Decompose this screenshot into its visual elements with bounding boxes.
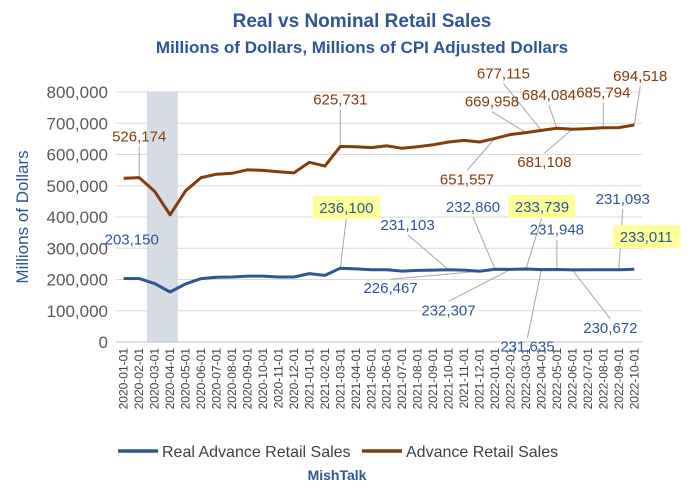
data-label: 231,948 — [530, 222, 584, 239]
chart-subtitle: Millions of Dollars, Millions of CPI Adj… — [156, 38, 568, 57]
x-tick-label: 2021-06-01 — [380, 348, 394, 410]
data-label: 236,100 — [319, 200, 373, 217]
data-label: 232,307 — [421, 302, 475, 319]
data-label: 625,731 — [313, 91, 367, 108]
x-tick-label: 2021-05-01 — [364, 348, 378, 410]
x-tick-label: 2021-01-01 — [302, 348, 316, 410]
leader-line — [525, 216, 543, 270]
x-tick-label: 2022-06-01 — [565, 348, 579, 410]
x-tick-label: 2022-03-01 — [519, 348, 533, 410]
x-tick-label: 2021-04-01 — [349, 348, 363, 410]
leader-line — [526, 269, 542, 338]
series-lines — [123, 123, 635, 294]
data-labels: 526,174 625,731 669,958 651,557 677,115 684,0… — [105, 65, 680, 356]
x-tick-label: 2022-05-01 — [550, 348, 564, 410]
label-highlight — [312, 196, 380, 220]
x-tick-label: 2020-06-01 — [194, 348, 208, 410]
y-tick-label: 100,000 — [47, 302, 108, 321]
x-tick-label: 2021-12-01 — [473, 348, 487, 410]
data-label: 231,103 — [381, 217, 435, 234]
data-label: 230,672 — [583, 320, 637, 337]
leader-line — [407, 234, 449, 271]
leader-line — [491, 111, 527, 134]
x-tick-label: 2020-11-01 — [271, 348, 285, 409]
x-tick-label: 2022-04-01 — [534, 348, 548, 410]
x-tick-label: 2021-11-01 — [457, 348, 471, 409]
data-label: 232,860 — [446, 199, 500, 216]
y-tick-label: 400,000 — [47, 208, 108, 227]
leader-line — [571, 269, 611, 320]
x-tick-label: 2021-10-01 — [442, 348, 456, 410]
data-label: 669,958 — [465, 94, 519, 111]
leader-line — [339, 218, 347, 269]
series-line-real — [123, 266, 635, 294]
x-tick-label: 2021-03-01 — [333, 348, 347, 410]
x-tick-label: 2020-03-01 — [148, 348, 162, 410]
data-label: 681,108 — [517, 154, 571, 171]
x-tick-label: 2020-02-01 — [132, 348, 146, 410]
y-tick-label: 300,000 — [47, 239, 108, 258]
y-tick-labels: 0 100,000 200,000 300,000 400,000 500,000 600,… — [47, 83, 108, 352]
data-label: 694,518 — [613, 68, 667, 85]
leader-line — [472, 217, 496, 270]
data-label: 685,794 — [576, 85, 630, 102]
y-tick-label: 200,000 — [47, 271, 108, 290]
label-highlight — [612, 225, 680, 249]
data-label: 651,557 — [440, 171, 494, 188]
chart-title: Real vs Nominal Retail Sales — [233, 11, 492, 32]
data-label: 231,635 — [500, 339, 554, 356]
data-label: 203,150 — [105, 232, 159, 249]
label-highlight — [508, 194, 576, 218]
x-tick-label: 2022-01-01 — [488, 348, 502, 410]
data-label: 677,115 — [477, 65, 530, 82]
x-tick-label: 2021-09-01 — [426, 348, 440, 410]
y-tick-label: 700,000 — [47, 114, 108, 133]
leader-line — [448, 268, 511, 302]
leader-line — [548, 105, 558, 129]
leader-line — [544, 128, 573, 154]
legend: Real Advance Retail Sales Advance Retail… — [118, 444, 558, 461]
x-tick-label: 2020-07-01 — [210, 348, 224, 410]
x-tick-label: 2021-07-01 — [395, 348, 409, 410]
x-tick-label: 2022-09-01 — [612, 348, 626, 410]
x-tick-label: 2020-01-01 — [117, 348, 131, 410]
legend-label-nominal: Advance Retail Sales — [406, 444, 558, 461]
y-tick-label: 600,000 — [47, 146, 108, 165]
x-tick-label: 2022-08-01 — [596, 348, 610, 410]
x-tick-label: 2022-02-01 — [504, 348, 518, 410]
x-tick-label: 2020-04-01 — [163, 348, 177, 410]
data-label: 233,011 — [620, 229, 673, 246]
data-label: 233,739 — [515, 199, 569, 216]
leader-line — [503, 83, 542, 131]
x-tick-label: 2020-10-01 — [256, 348, 270, 410]
x-tick-label: 2022-10-01 — [627, 348, 641, 410]
y-tick-label: 500,000 — [47, 177, 108, 196]
y-tick-label: 0 — [99, 333, 108, 352]
y-tick-label: 800,000 — [47, 83, 108, 102]
y-axis-label: Millions of Dollars — [13, 150, 32, 283]
x-tick-label: 2021-08-01 — [411, 348, 425, 410]
x-tick-label: 2020-12-01 — [287, 348, 301, 410]
footer-source: MishTalk — [308, 467, 367, 483]
data-label: 526,174 — [112, 129, 166, 146]
data-label: 231,093 — [596, 191, 650, 208]
x-tick-label: 2022-07-01 — [581, 348, 595, 410]
x-tick-label: 2020-08-01 — [225, 348, 239, 410]
leader-line — [466, 138, 496, 171]
x-tick-label: 2020-09-01 — [241, 348, 255, 410]
x-tick-label: 2020-05-01 — [179, 348, 193, 410]
x-tick-labels: 2020-01-01 2020-02-01 2020-03-01 2020-04-01… — [117, 348, 642, 410]
leader-line — [633, 85, 641, 126]
series-line-nominal — [123, 123, 635, 217]
leader-line — [390, 270, 480, 280]
data-label: 226,467 — [363, 280, 417, 297]
legend-label-real: Real Advance Retail Sales — [162, 444, 351, 461]
data-label: 684,084 — [522, 87, 576, 104]
x-tick-label: 2021-02-01 — [318, 348, 332, 410]
